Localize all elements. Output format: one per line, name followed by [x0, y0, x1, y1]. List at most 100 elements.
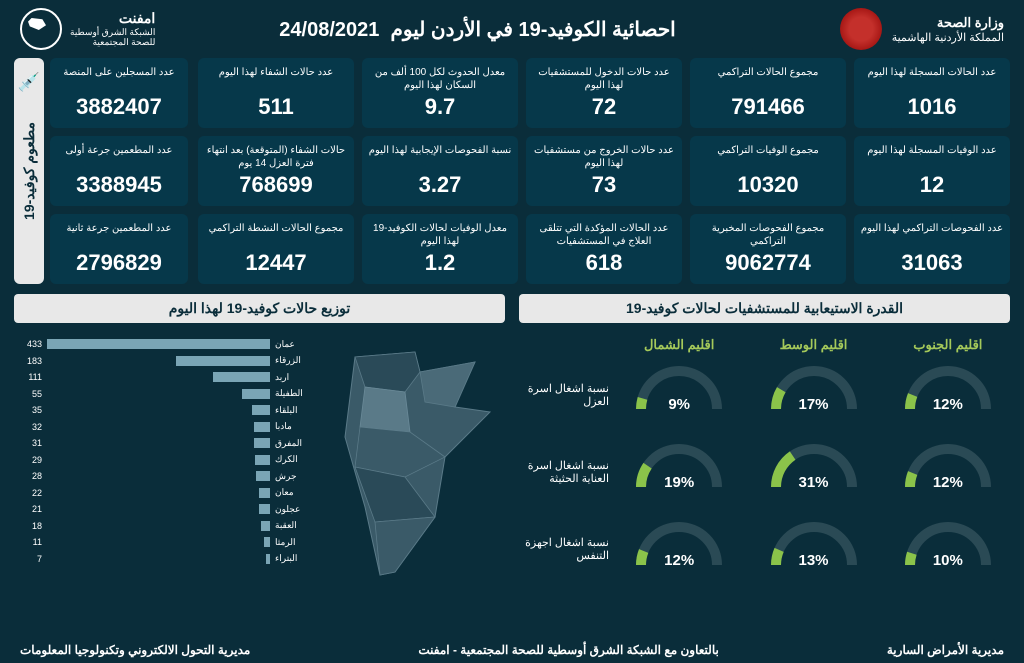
gauge: 17%	[751, 359, 875, 431]
bar-value: 35	[14, 405, 42, 415]
gauge-value: 19%	[664, 474, 694, 491]
bar-track	[47, 504, 270, 514]
bar-fill	[254, 422, 270, 432]
bar-row: الرمثا 11	[14, 535, 315, 549]
bar-value: 7	[14, 554, 42, 564]
ministry-line2: المملكة الأردنية الهاشمية	[892, 31, 1004, 44]
bar-fill	[242, 389, 270, 399]
gauge: 12%	[886, 359, 1010, 431]
globe-icon	[20, 8, 62, 50]
bar-fill	[255, 455, 270, 465]
vaccine-box: عدد المطعمين جرعة أولى 3388945	[50, 136, 188, 206]
bar-fill	[252, 405, 270, 415]
gauge: 12%	[617, 515, 741, 587]
bar-value: 111	[14, 372, 42, 382]
stat-box: مجموع الحالات التراكمي 791466	[690, 58, 846, 128]
ministry-block: وزارة الصحة المملكة الأردنية الهاشمية	[840, 8, 1004, 50]
gauge-value: 13%	[799, 552, 829, 569]
stat-value: 1.2	[368, 250, 512, 276]
bar-fill	[259, 504, 270, 514]
vaccine-panel: عدد المسجلين على المنصة 3882407 عدد المطع…	[14, 58, 188, 284]
bar-label: الطفيلة	[275, 388, 315, 399]
stat-label: عدد الحالات المسجلة لهذا اليوم	[860, 66, 1004, 79]
stat-label: عدد الوفيات المسجلة لهذا اليوم	[860, 144, 1004, 157]
stat-label: معدل الوفيات لحالات الكوفيد-19 لهذا اليو…	[368, 222, 512, 248]
bar-value: 11	[14, 537, 42, 547]
bar-fill	[264, 537, 270, 547]
vaccine-title-strip: 💉 مطعوم كوفيد-19	[14, 58, 44, 284]
bar-value: 55	[14, 389, 42, 399]
bar-row: عمان 433	[14, 337, 315, 351]
bar-value: 31	[14, 438, 42, 448]
vaccine-value: 3882407	[56, 94, 182, 120]
bar-label: العقبة	[275, 520, 315, 531]
syringe-icon: 💉	[18, 72, 40, 93]
ministry-line1: وزارة الصحة	[892, 15, 1004, 31]
gauge-value: 12%	[933, 396, 963, 413]
gauge-value: 10%	[933, 552, 963, 569]
bar-track	[47, 422, 270, 432]
stat-value: 12447	[204, 250, 348, 276]
gauge-value: 12%	[664, 552, 694, 569]
bar-track	[47, 339, 270, 349]
bar-value: 21	[14, 504, 42, 514]
vaccine-value: 2796829	[56, 250, 182, 276]
stat-value: 72	[532, 94, 676, 120]
region-header: اقليم الوسط	[751, 337, 875, 353]
bar-value: 29	[14, 455, 42, 465]
bar-track	[47, 521, 270, 531]
gauge: 31%	[751, 437, 875, 509]
footer-left: مديرية التحول الالكتروني وتكنولوجيا المع…	[20, 643, 250, 657]
bar-label: الرمثا	[275, 537, 315, 548]
stat-box: نسبة الفحوصات الإيجابية لهذا اليوم 3.27	[362, 136, 518, 206]
bar-label: مادبا	[275, 421, 315, 432]
bar-row: الكرك 29	[14, 453, 315, 467]
bar-track	[47, 455, 270, 465]
bar-label: اربد	[275, 372, 315, 383]
stats-grid: عدد الحالات المسجلة لهذا اليوم 1016 مجموع…	[198, 58, 1010, 284]
gauge-row-label: نسبة اشغال اسرة العناية الحثيثة	[519, 459, 609, 485]
bar-track	[47, 405, 270, 415]
bar-label: الكرك	[275, 454, 315, 465]
bar-label: المفرق	[275, 438, 315, 449]
stat-box: مجموع الوفيات التراكمي 10320	[690, 136, 846, 206]
bar-row: الطفيلة 55	[14, 387, 315, 401]
stat-box: عدد الحالات المؤكدة التي تتلقى العلاج في…	[526, 214, 682, 284]
capacity-title: القدرة الاستيعابية للمستشفيات لحالات كوف…	[519, 294, 1010, 323]
bar-row: المفرق 31	[14, 436, 315, 450]
stat-box: عدد الفحوصات التراكمي لهذا اليوم 31063	[854, 214, 1010, 284]
vaccine-value: 3388945	[56, 172, 182, 198]
gauge: 12%	[886, 437, 1010, 509]
bar-fill	[266, 554, 270, 564]
stat-value: 1016	[860, 94, 1004, 120]
stat-value: 3.27	[368, 172, 512, 198]
bar-row: معان 22	[14, 486, 315, 500]
stat-label: عدد حالات الدخول للمستشفيات لهذا اليوم	[532, 66, 676, 92]
bar-value: 18	[14, 521, 42, 531]
footer-right: مديرية الأمراض السارية	[887, 643, 1004, 657]
bar-label: البتراء	[275, 553, 315, 564]
stat-value: 791466	[696, 94, 840, 120]
stat-value: 31063	[860, 250, 1004, 276]
bar-track	[47, 471, 270, 481]
stat-label: معدل الحدوث لكل 100 ألف من السكان لهذا ا…	[368, 66, 512, 92]
bar-label: عجلون	[275, 504, 315, 515]
distribution-section: توزيع حالات كوفيد-19 لهذا اليوم عمان 433…	[14, 294, 505, 587]
stat-label: مجموع الحالات النشطة التراكمي	[204, 222, 348, 235]
stat-value: 10320	[696, 172, 840, 198]
capacity-section: القدرة الاستيعابية للمستشفيات لحالات كوف…	[519, 294, 1010, 587]
stat-label: عدد الفحوصات التراكمي لهذا اليوم	[860, 222, 1004, 235]
bar-track	[47, 372, 270, 382]
stat-box: مجموع الحالات النشطة التراكمي 12447	[198, 214, 354, 284]
page-title: احصائية الكوفيد-19 في الأردن ليوم 24/08/…	[155, 17, 799, 42]
gauge: 9%	[617, 359, 741, 431]
stat-label: مجموع الفحوصات المخبرية التراكمي	[696, 222, 840, 248]
network-brand: امفنت	[70, 10, 155, 27]
vaccine-box: عدد المسجلين على المنصة 3882407	[50, 58, 188, 128]
bar-track	[47, 438, 270, 448]
stat-label: مجموع الحالات التراكمي	[696, 66, 840, 79]
bar-row: اربد 111	[14, 370, 315, 384]
bar-row: البتراء 7	[14, 552, 315, 566]
stat-value: 9.7	[368, 94, 512, 120]
bar-row: البلقاء 35	[14, 403, 315, 417]
